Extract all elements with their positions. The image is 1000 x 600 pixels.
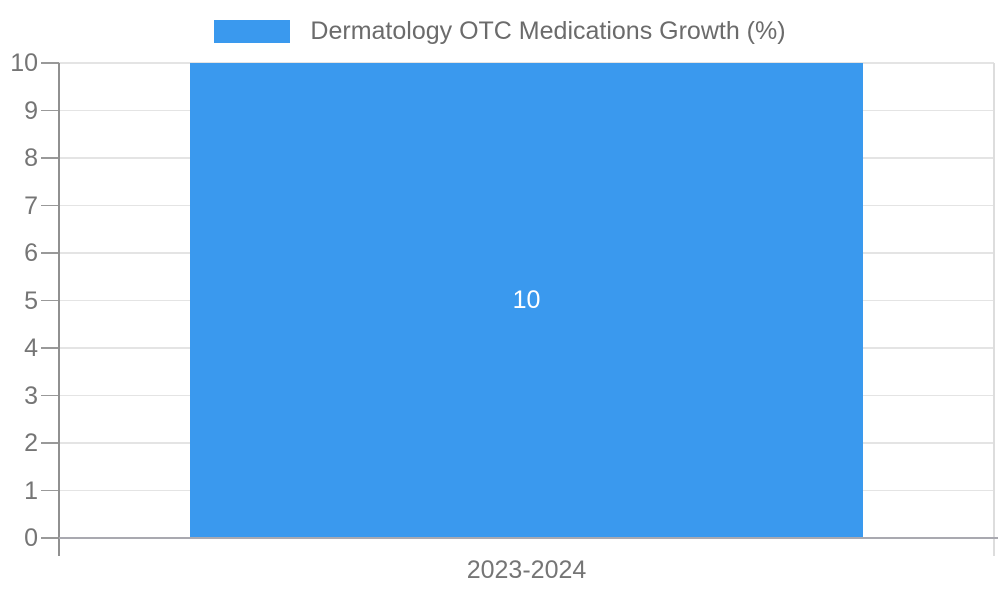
legend-swatch-icon xyxy=(214,20,291,43)
bar[interactable]: 10 xyxy=(190,63,863,538)
y-axis-tick xyxy=(41,157,59,159)
y-axis-tick xyxy=(41,299,59,301)
y-axis-tick-label: 4 xyxy=(24,334,38,362)
y-axis-tick-label: 2 xyxy=(24,429,38,457)
plot-right-boundary-line xyxy=(993,63,995,556)
y-axis-tick xyxy=(41,537,59,539)
y-axis-tick-label: 10 xyxy=(10,49,38,77)
gridline xyxy=(59,62,994,64)
y-axis-tick-label: 3 xyxy=(24,381,38,410)
x-axis-category-label: 2023-2024 xyxy=(466,556,587,584)
y-axis-tick xyxy=(41,204,59,206)
y-axis-tick xyxy=(41,394,59,396)
y-axis-tick xyxy=(41,62,59,64)
y-axis-tick-label: 7 xyxy=(24,191,38,220)
legend-item[interactable]: Dermatology OTC Medications Growth (%) xyxy=(214,17,786,46)
legend-label: Dermatology OTC Medications Growth (%) xyxy=(310,17,786,45)
y-axis-tick xyxy=(41,347,59,349)
y-axis-tick-label: 0 xyxy=(24,524,38,552)
y-axis-tick xyxy=(41,252,59,254)
y-axis-tick-label: 9 xyxy=(24,96,38,125)
plot-area: 10 xyxy=(59,62,994,539)
legend: Dermatology OTC Medications Growth (%) xyxy=(0,17,1000,46)
y-axis-line xyxy=(58,63,60,556)
y-axis-tick xyxy=(41,442,59,444)
y-axis-tick-label: 5 xyxy=(24,286,38,315)
y-axis-tick xyxy=(41,109,59,111)
bar-value-label: 10 xyxy=(512,286,541,314)
y-axis-tick-label: 8 xyxy=(24,144,38,172)
y-axis-tick-label: 1 xyxy=(24,476,38,505)
x-axis-line xyxy=(59,537,998,539)
y-axis-tick xyxy=(41,489,59,491)
y-axis-tick-label: 6 xyxy=(24,239,38,267)
